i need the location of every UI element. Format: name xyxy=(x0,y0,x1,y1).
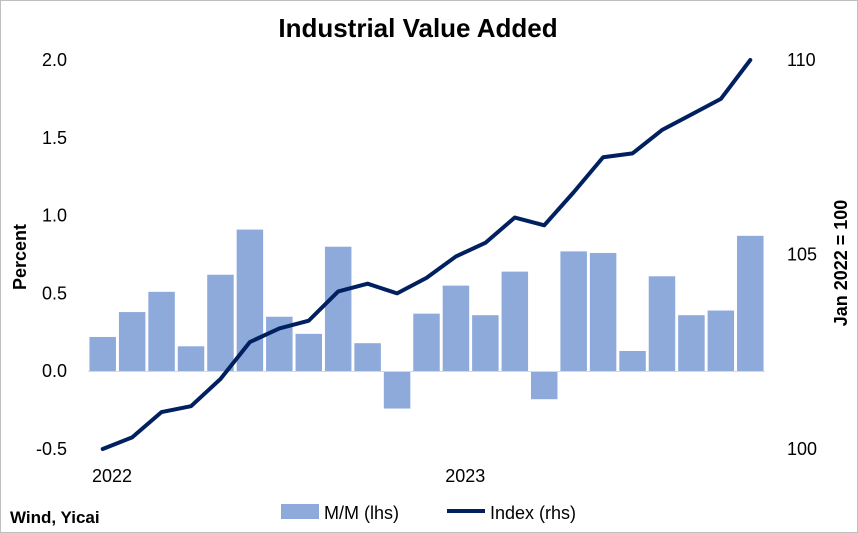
left-tick-label: 0.0 xyxy=(42,361,67,381)
x-axis-ticks: 2022 2023 xyxy=(92,466,485,486)
y-axis-title: Percent xyxy=(10,224,30,290)
left-axis-ticks: -0.5 0.0 0.5 1.0 1.5 2.0 xyxy=(36,50,67,459)
legend: M/M (lhs) Index (rhs) xyxy=(281,503,576,523)
bar-mm xyxy=(177,346,205,372)
bar-mm xyxy=(501,271,529,372)
bar-mm xyxy=(589,252,617,372)
right-tick-label: 105 xyxy=(787,245,817,265)
chart-title: Industrial Value Added xyxy=(278,13,557,43)
bar-mm xyxy=(737,235,764,372)
left-tick-label: 1.5 xyxy=(42,128,67,148)
bar-mm xyxy=(354,343,381,372)
bar-mm xyxy=(207,274,234,372)
bar-mm xyxy=(324,246,352,372)
bars-layer xyxy=(89,229,764,409)
bar-mm xyxy=(707,310,735,372)
right-axis-ticks: 100 105 110 xyxy=(787,50,817,459)
legend-swatch-bar xyxy=(281,504,319,519)
bar-mm xyxy=(472,315,499,372)
bar-mm xyxy=(648,276,676,372)
bar-mm xyxy=(148,291,175,372)
left-tick-label: -0.5 xyxy=(36,439,67,459)
bar-mm xyxy=(236,229,264,372)
right-tick-label: 110 xyxy=(787,50,816,70)
bar-mm xyxy=(413,313,440,372)
line-layer xyxy=(100,58,753,451)
bar-mm xyxy=(295,333,323,372)
bar-mm xyxy=(560,251,587,372)
left-tick-label: 0.5 xyxy=(42,283,67,303)
bar-mm xyxy=(530,371,558,400)
left-tick-label: 1.0 xyxy=(42,206,67,226)
legend-label-line: Index (rhs) xyxy=(490,503,576,523)
bar-mm xyxy=(118,312,146,372)
x-tick-label: 2022 xyxy=(92,466,132,486)
x-tick-label: 2023 xyxy=(445,466,485,486)
index-line xyxy=(100,58,753,451)
bar-mm xyxy=(678,315,705,372)
left-tick-label: 2.0 xyxy=(42,50,67,70)
bar-mm xyxy=(619,350,646,372)
bar-mm xyxy=(383,371,411,409)
bar-mm xyxy=(442,285,470,372)
y2-axis-title: Jan 2022 = 100 xyxy=(831,200,851,327)
source-note: Wind, Yicai xyxy=(10,508,100,527)
legend-label-bar: M/M (lhs) xyxy=(324,503,399,523)
right-tick-label: 100 xyxy=(787,439,817,459)
bar-mm xyxy=(89,336,116,372)
